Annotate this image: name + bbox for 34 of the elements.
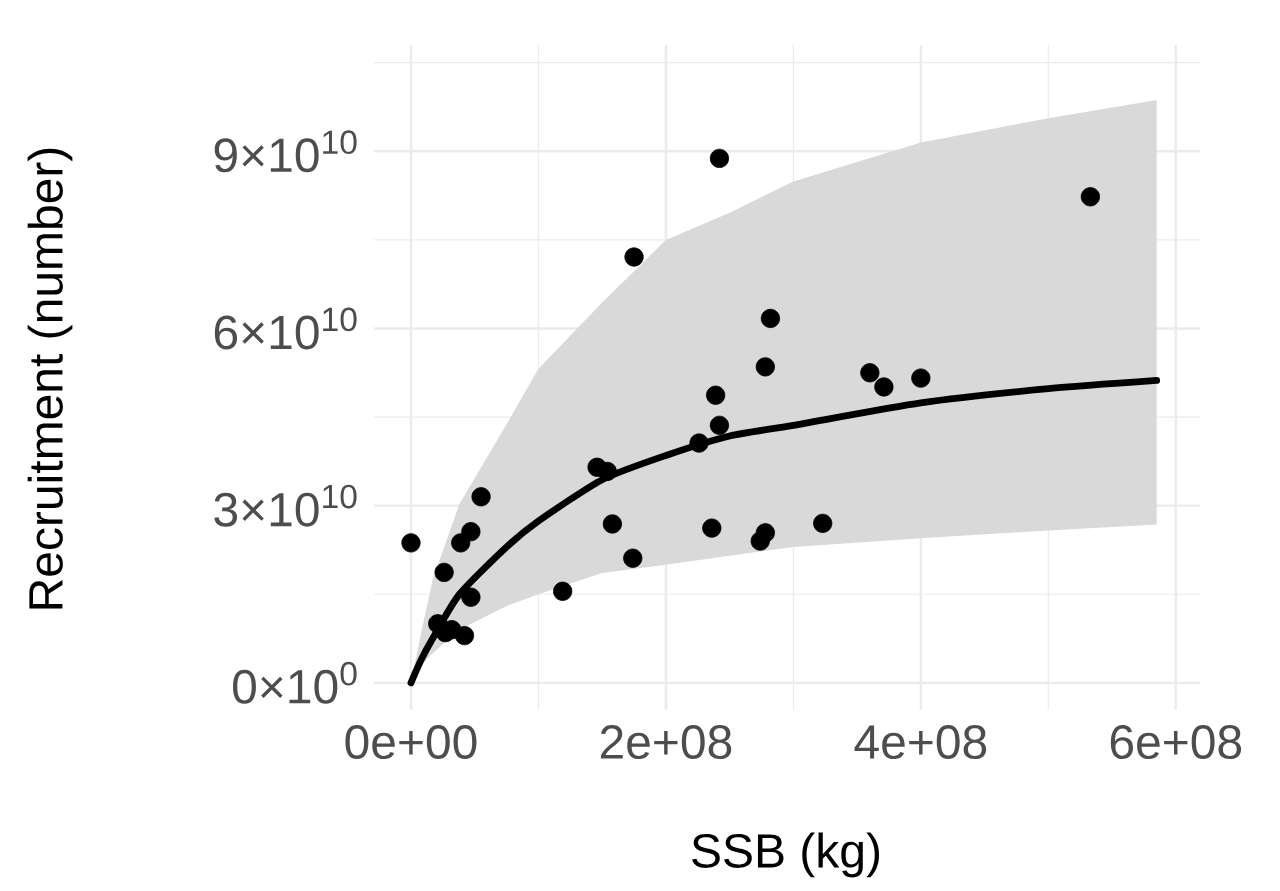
point [623,548,643,568]
x-tick-label: 2e+08 [600,725,732,760]
x-tick-label: 4e+08 [854,725,987,760]
point [709,148,730,168]
point [709,415,730,435]
x-tick-label: 0e+00 [345,725,477,760]
x-axis-title: SSB (kg) [692,832,880,878]
point [755,523,775,543]
point [602,514,622,534]
point [860,363,880,383]
point [1080,187,1100,207]
point [434,562,454,582]
point [471,487,491,507]
point [874,377,894,397]
point [813,513,833,533]
point [702,518,722,538]
point [461,587,481,607]
point [624,247,644,267]
point [454,625,475,646]
y-axis-title: Recruitment (number) [27,148,73,609]
point [597,461,617,481]
point [911,368,931,388]
point [706,385,726,405]
point [755,357,775,377]
y-tick-label: 3×10$^{10}$ [214,484,357,527]
point [461,522,481,542]
point [401,533,421,553]
point [689,433,709,453]
y-tick-label: 0×10$^{0}$ [233,661,357,704]
x-tick-label: 6e+08 [1110,725,1242,760]
point [760,308,781,329]
point [553,581,573,601]
y-tick-label: 9×10$^{10}$ [214,130,357,173]
y-tick-label: 6×10$^{10}$ [214,307,357,350]
